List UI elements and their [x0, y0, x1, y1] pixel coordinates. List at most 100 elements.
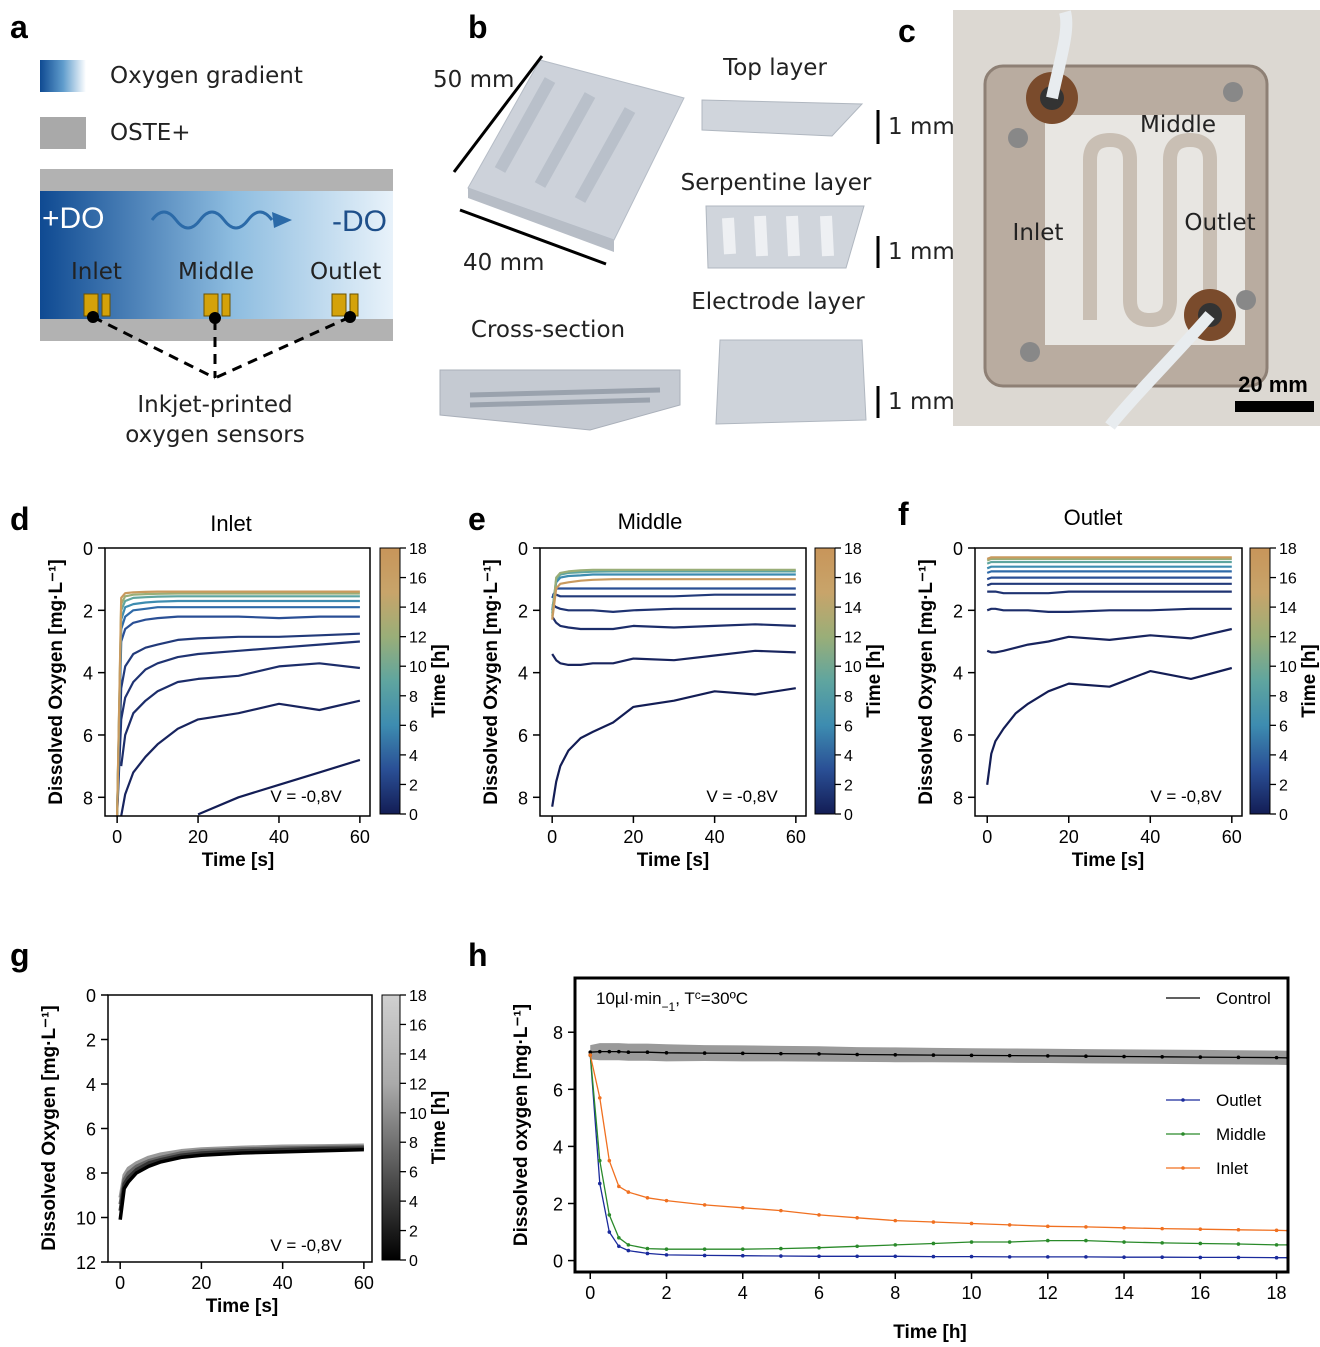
- point: [665, 1199, 669, 1203]
- point: [1199, 1227, 1203, 1231]
- colorbar-tick-label: 16: [409, 1017, 427, 1034]
- colorbar-tick-label: 4: [1279, 748, 1288, 765]
- x-tick-label: 40: [1140, 827, 1160, 847]
- y-tick-label: 10: [76, 1209, 96, 1229]
- point: [1122, 1255, 1126, 1259]
- point: [779, 1209, 783, 1213]
- x-axis-label: Time [s]: [206, 1296, 279, 1317]
- series-line: [987, 609, 1232, 612]
- point: [1122, 1240, 1126, 1244]
- colorbar-label: Time [h]: [864, 644, 885, 718]
- colorbar-tick-label: 0: [409, 1253, 418, 1270]
- y-tick-label: 6: [86, 1120, 96, 1140]
- y-tick-label: 0: [953, 539, 963, 559]
- y-axis-label: Dissolved Oxygen [mg·L⁻¹]: [916, 559, 937, 804]
- point: [703, 1254, 707, 1258]
- sensor: [332, 294, 346, 316]
- point: [893, 1243, 897, 1247]
- annotation: V = -0,8V: [1150, 787, 1222, 806]
- point: [665, 1253, 669, 1257]
- annotation: V = -0,8V: [270, 787, 342, 806]
- annotation: V = -0,8V: [706, 787, 778, 806]
- sensor: [102, 294, 110, 316]
- panel-b: b 50 mm 40 mm Cross-section Top layer Se…: [433, 9, 955, 430]
- series-line: [117, 594, 360, 817]
- series-line: [987, 578, 1232, 580]
- series-line: [987, 668, 1232, 785]
- series-line: [590, 1055, 1288, 1231]
- y-tick-label: 0: [83, 539, 93, 559]
- colorbar-label: Time [h]: [429, 1091, 450, 1165]
- series-line: [987, 584, 1232, 586]
- colorbar-tick-label: 10: [844, 659, 862, 676]
- colorbar-tick-label: 14: [409, 1047, 427, 1064]
- annotation-part: −1: [662, 1000, 676, 1014]
- x-tick-label: 60: [354, 1273, 374, 1293]
- colorbar-tick-label: 4: [409, 748, 418, 765]
- colorbar-tick-label: 10: [409, 1106, 427, 1123]
- point: [1199, 1055, 1203, 1059]
- annotation-part: 10µl·min: [596, 989, 662, 1008]
- point: [1046, 1239, 1050, 1243]
- point: [970, 1222, 974, 1226]
- colorbar-tick-label: 8: [409, 1135, 418, 1152]
- colorbar-tick-label: 2: [409, 1224, 418, 1241]
- y-tick-label: 2: [553, 1194, 563, 1214]
- x-tick-label: 0: [982, 827, 992, 847]
- x-axis-label: Time [s]: [202, 850, 275, 871]
- x-axis-label: Time [s]: [1072, 850, 1145, 871]
- y-tick-label: 6: [518, 726, 528, 746]
- y-tick-label: 8: [518, 788, 528, 808]
- layer-name: Serpentine layer: [681, 170, 872, 196]
- panel-letter: a: [10, 9, 28, 45]
- point: [741, 1206, 745, 1210]
- colorbar-tick-label: 8: [844, 689, 853, 706]
- legend-label: Middle: [1216, 1125, 1266, 1144]
- point: [617, 1050, 621, 1054]
- y-tick-label: 0: [553, 1252, 563, 1272]
- point: [1199, 1242, 1203, 1246]
- point: [817, 1255, 821, 1259]
- panel-letter: d: [10, 501, 30, 537]
- point: [1275, 1256, 1279, 1260]
- chart-title: Outlet: [1064, 505, 1123, 530]
- colorbar-tick-label: 16: [1279, 571, 1297, 588]
- point: [617, 1236, 621, 1240]
- point: [817, 1213, 821, 1217]
- point: [932, 1242, 936, 1246]
- legend-text: Oxygen gradient: [110, 63, 303, 89]
- chart-title: Middle: [618, 509, 683, 534]
- plot-area: [552, 570, 796, 807]
- point: [893, 1053, 897, 1057]
- series-line: [987, 562, 1232, 564]
- point: [855, 1053, 859, 1057]
- series-line: [552, 617, 796, 629]
- point: [703, 1247, 707, 1251]
- colorbar-tick-label: 8: [1279, 689, 1288, 706]
- y-axis-label: Dissolved oxygen [mg·L⁻¹]: [511, 1004, 532, 1246]
- x-tick-label: 20: [188, 827, 208, 847]
- y-axis-label: Dissolved Oxygen [mg·L⁻¹]: [481, 559, 502, 804]
- y-tick-label: 8: [953, 788, 963, 808]
- point: [1160, 1227, 1164, 1231]
- layer-name: Top layer: [722, 55, 827, 81]
- colorbar-tick-label: 2: [1279, 777, 1288, 794]
- point: [1008, 1223, 1012, 1227]
- colorbar-tick-label: 8: [409, 689, 418, 706]
- panel-letter: g: [10, 937, 30, 973]
- plot-area: [120, 1145, 364, 1220]
- colorbar-tick-label: 6: [1279, 718, 1288, 735]
- point: [779, 1052, 783, 1056]
- photo-label: Middle: [1140, 112, 1216, 138]
- series-line: [987, 592, 1232, 594]
- x-tick-label: 8: [890, 1283, 900, 1303]
- layer-name: Electrode layer: [691, 289, 865, 315]
- low-do: -DO: [332, 205, 387, 238]
- point: [627, 1243, 631, 1247]
- x-tick-label: 4: [738, 1283, 748, 1303]
- x-tick-label: 18: [1267, 1283, 1287, 1303]
- point: [970, 1054, 974, 1058]
- thickness-label: 1 mm: [888, 389, 955, 415]
- colorbar-tick-label: 12: [409, 1076, 427, 1093]
- gradient-swatch: [40, 60, 86, 92]
